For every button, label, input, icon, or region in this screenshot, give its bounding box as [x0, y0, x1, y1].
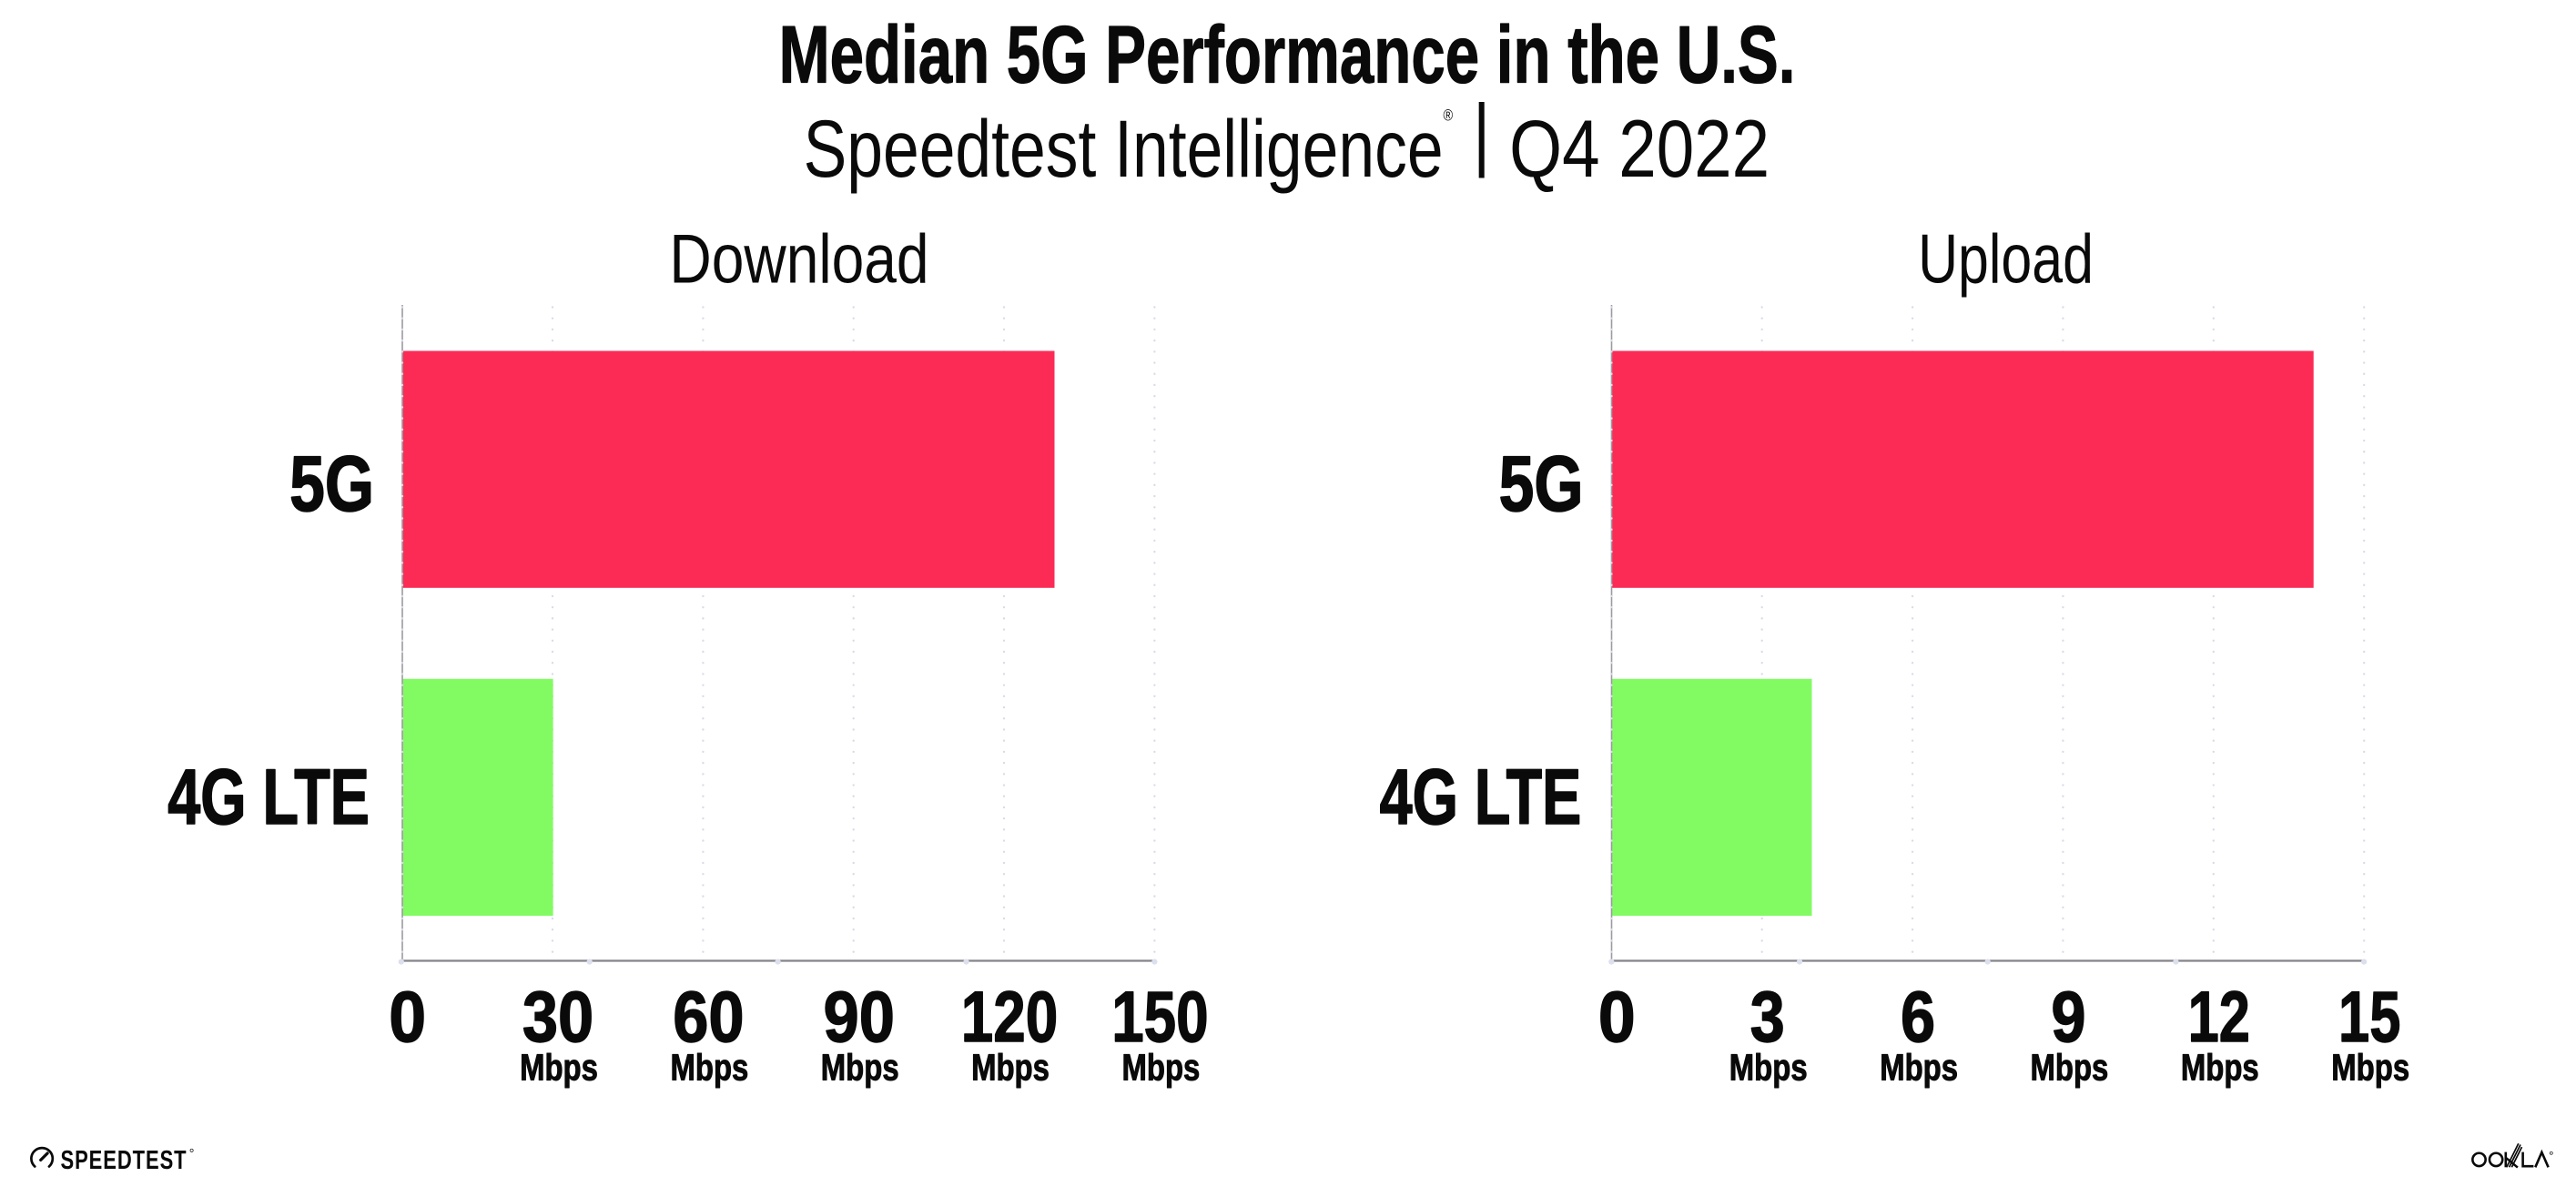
svg-text:Mbps: Mbps [2181, 1047, 2259, 1088]
svg-text:0: 0 [1598, 978, 1636, 1058]
svg-text:Speedtest Intelligence®: Speedtest Intelligence® [804, 104, 1454, 194]
svg-text:3: 3 [1750, 977, 1785, 1058]
svg-text:Mbps: Mbps [670, 1047, 748, 1088]
svg-text:Upload: Upload [1918, 220, 2094, 298]
svg-text:Mbps: Mbps [2331, 1047, 2409, 1088]
svg-text:Download: Download [669, 219, 928, 297]
svg-text:SPEEDTEST: SPEEDTEST [61, 1146, 188, 1174]
svg-text:Mbps: Mbps [2030, 1047, 2108, 1088]
svg-text:4G LTE: 4G LTE [1380, 754, 1582, 841]
svg-text:Mbps: Mbps [971, 1047, 1050, 1088]
svg-text:5G: 5G [1499, 440, 1584, 528]
svg-text:120: 120 [961, 978, 1058, 1058]
svg-text:6: 6 [1901, 977, 1935, 1058]
svg-text:90: 90 [824, 976, 895, 1057]
svg-text:15: 15 [2338, 977, 2400, 1057]
svg-text:Mbps: Mbps [1121, 1047, 1200, 1088]
svg-text:60: 60 [673, 976, 744, 1057]
svg-text:4G LTE: 4G LTE [167, 754, 370, 841]
svg-text:Mbps: Mbps [520, 1047, 598, 1088]
svg-text:150: 150 [1111, 978, 1208, 1058]
svg-text:9: 9 [2051, 977, 2085, 1058]
svg-text:12: 12 [2188, 977, 2250, 1057]
svg-text:Mbps: Mbps [1880, 1047, 1958, 1088]
svg-text:Mbps: Mbps [1729, 1047, 1808, 1088]
svg-text:30: 30 [522, 976, 593, 1057]
svg-text:| Q4 2022: | Q4 2022 [1473, 88, 1770, 194]
svg-text:5G: 5G [289, 440, 374, 528]
svg-text:0: 0 [389, 978, 426, 1058]
svg-text:Mbps: Mbps [821, 1047, 899, 1088]
svg-text:Median 5G Performance in the U: Median 5G Performance in the U.S. [779, 9, 1796, 99]
